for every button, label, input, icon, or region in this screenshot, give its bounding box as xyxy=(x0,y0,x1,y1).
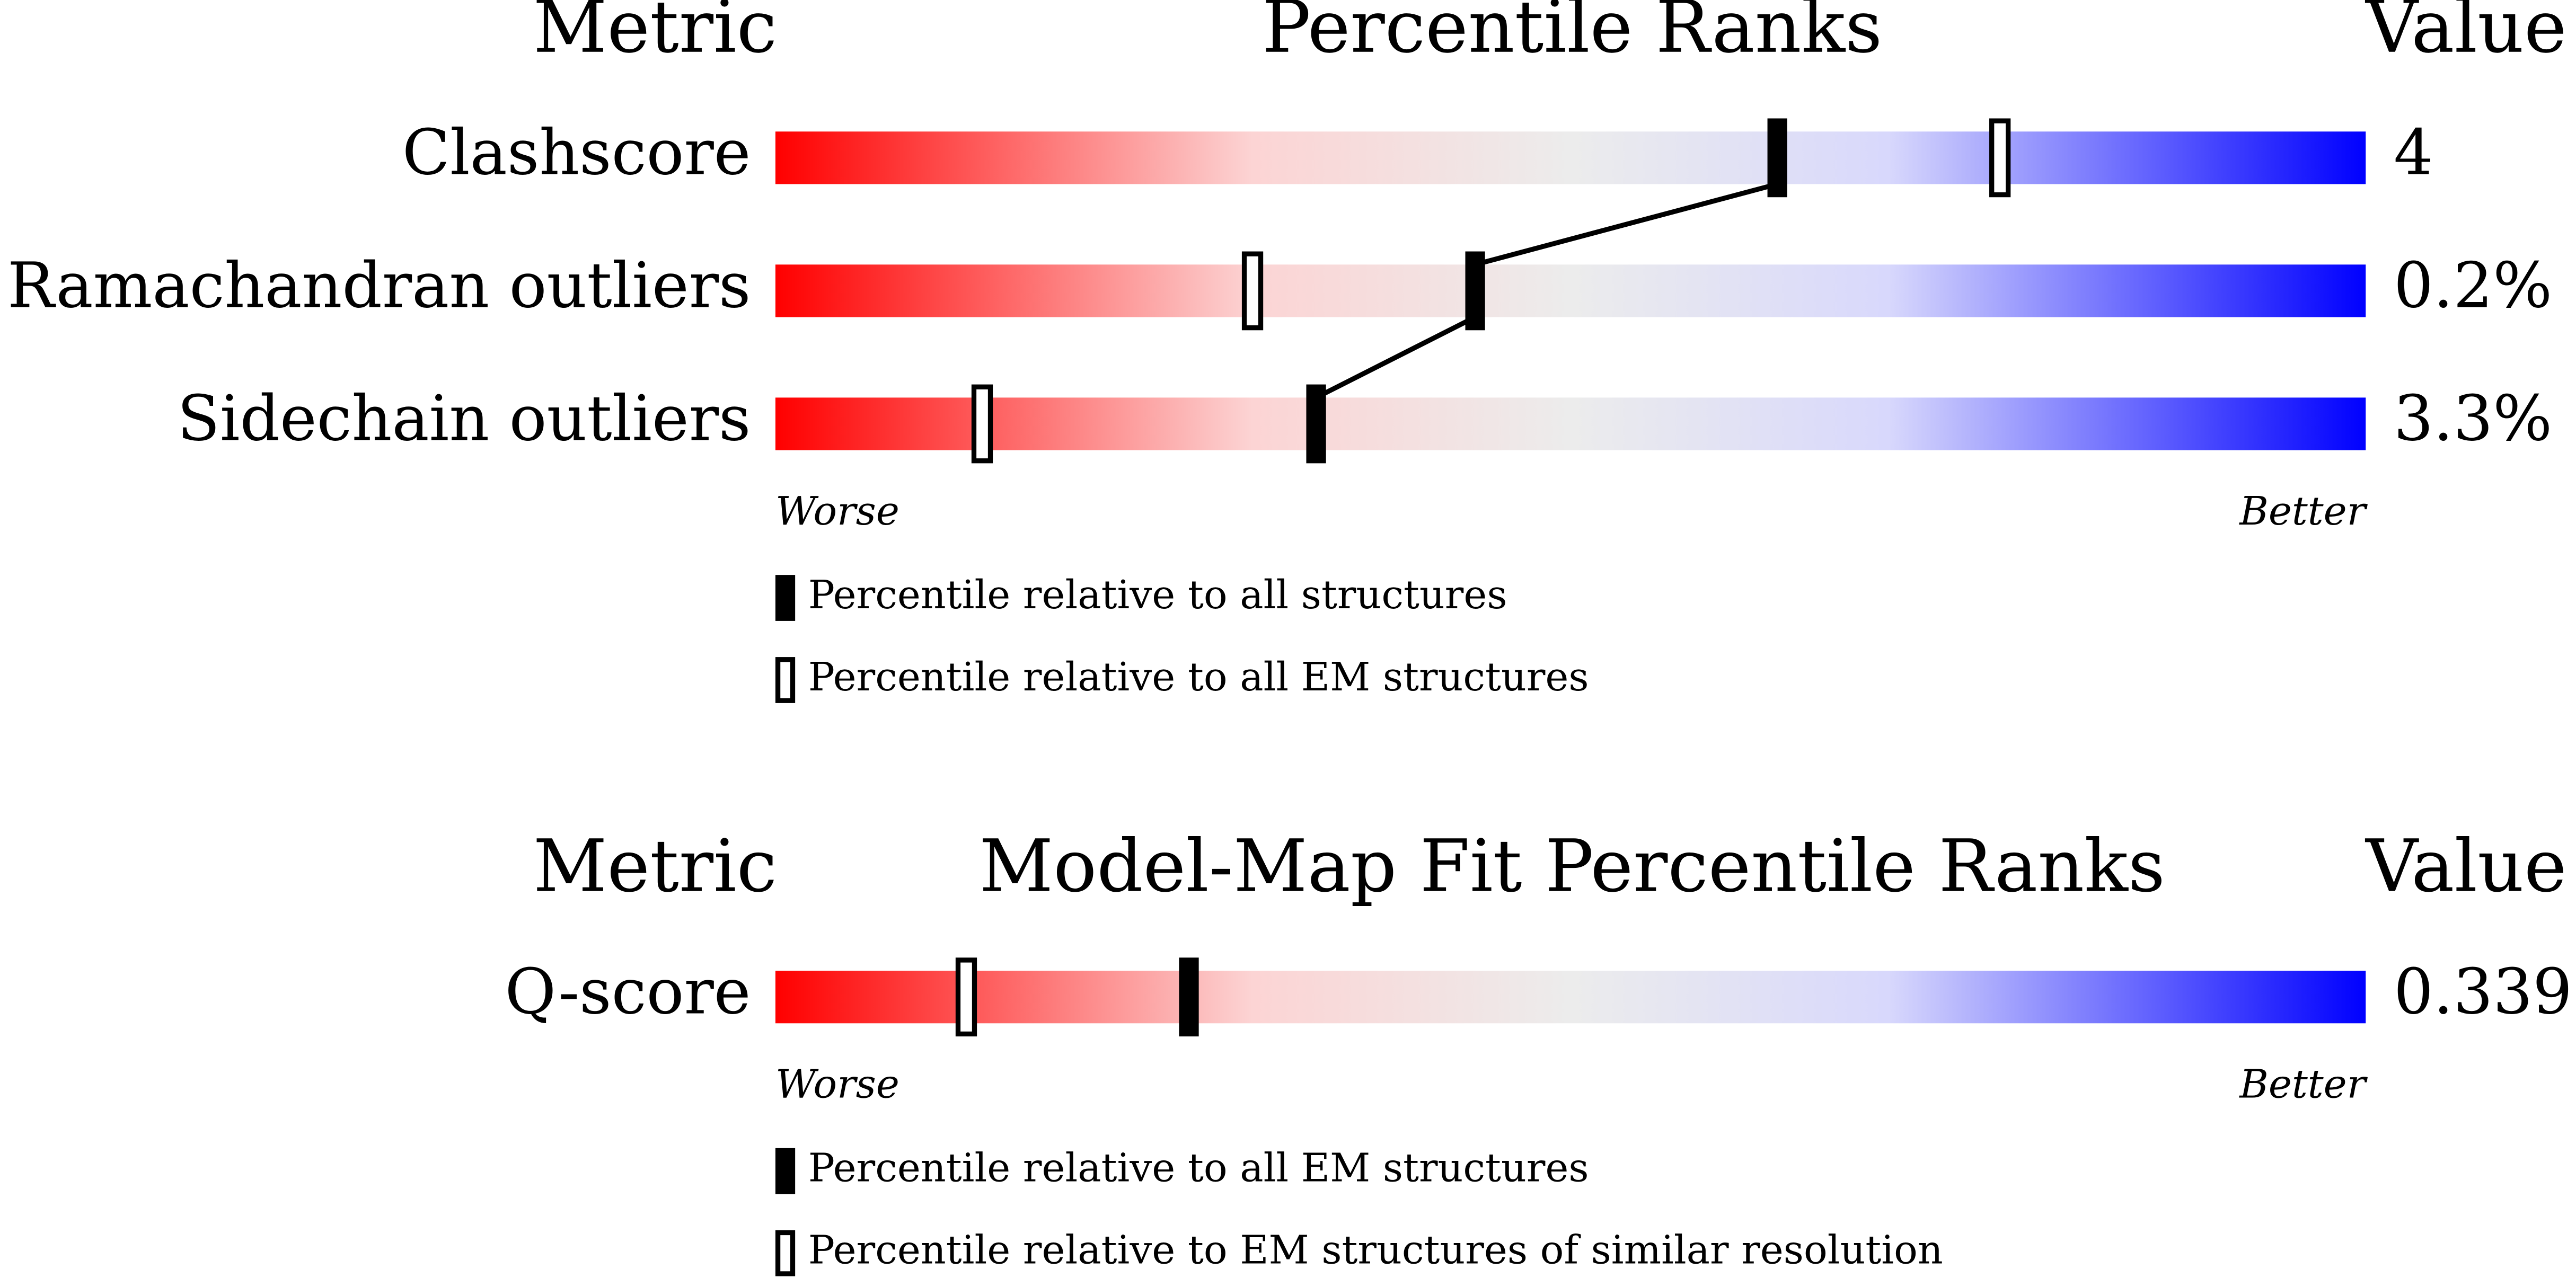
metric-label: Sidechain outliers xyxy=(177,383,751,455)
slider-bar xyxy=(775,397,2366,450)
metric-label: Ramachandran outliers xyxy=(7,249,751,322)
legend-swatch xyxy=(775,1148,796,1194)
metric-value: 0.2% xyxy=(2394,249,2552,322)
legend-swatch xyxy=(775,657,796,703)
marker-filled xyxy=(1179,957,1199,1037)
chart-title: Percentile Ranks xyxy=(1262,0,1882,69)
legend-entry: Percentile relative to all EM structures xyxy=(808,1145,1589,1191)
marker-filled xyxy=(1306,384,1326,464)
legend-entry: Percentile relative to all structures xyxy=(808,572,1507,618)
marker-open xyxy=(971,384,993,464)
legend-swatch xyxy=(775,575,796,621)
slider-bar xyxy=(775,131,2366,184)
header-metric: Metric xyxy=(533,824,777,909)
metric-value: 3.3% xyxy=(2394,383,2552,455)
worse-label: Worse xyxy=(775,488,899,534)
worse-label: Worse xyxy=(775,1061,899,1107)
marker-open xyxy=(1989,118,2011,198)
legend-entry: Percentile relative to EM structures of … xyxy=(808,1227,1943,1273)
metric-label: Q-score xyxy=(505,955,751,1028)
better-label: Better xyxy=(2238,1061,2368,1107)
marker-filled xyxy=(1465,251,1485,331)
slider-bar xyxy=(775,971,2366,1024)
legend-swatch xyxy=(775,1230,796,1276)
metric-value: 4 xyxy=(2394,116,2433,189)
connector xyxy=(1315,315,1477,400)
metric-value: 0.339 xyxy=(2394,955,2572,1028)
header-value: Value xyxy=(2365,824,2566,909)
legend-entry: Percentile relative to all EM structures xyxy=(808,654,1589,700)
slider-bar xyxy=(775,264,2366,317)
marker-filled xyxy=(1767,118,1787,198)
header-metric: Metric xyxy=(533,0,777,69)
better-label: Better xyxy=(2238,488,2368,534)
marker-open xyxy=(1241,251,1264,331)
marker-open xyxy=(955,957,977,1037)
connector xyxy=(1474,181,1778,267)
metric-label: Clashscore xyxy=(402,116,751,189)
chart-title: Model-Map Fit Percentile Ranks xyxy=(980,824,2165,909)
header-value: Value xyxy=(2365,0,2566,69)
